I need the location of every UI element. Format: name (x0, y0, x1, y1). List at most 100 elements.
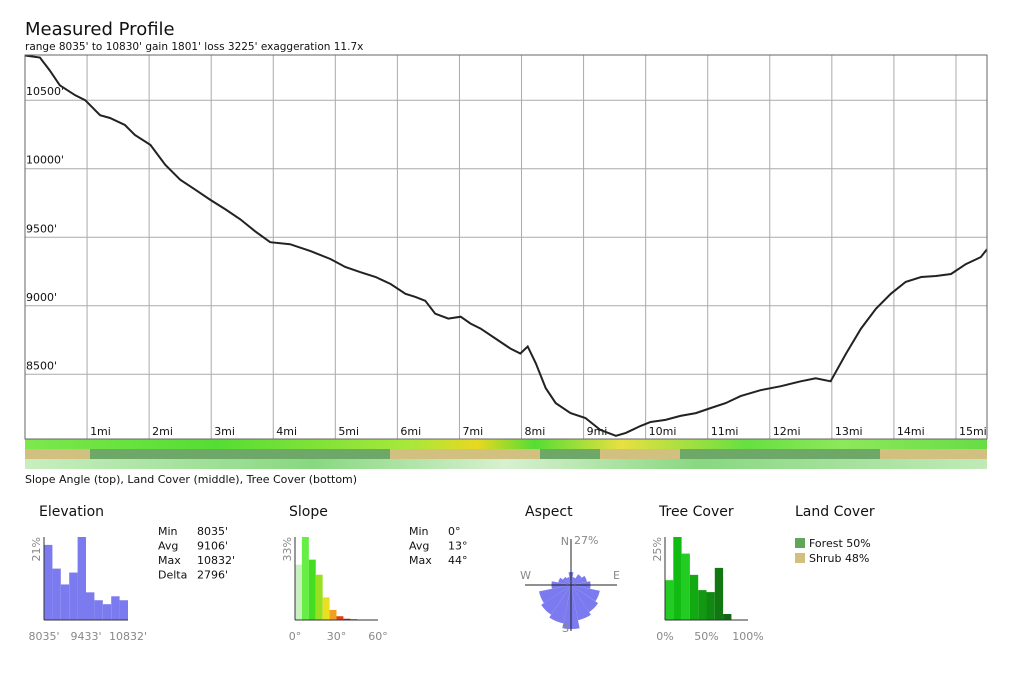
section-title: Elevation (39, 504, 104, 520)
x-tick-label: 14mi (897, 425, 925, 438)
x-tick-label: 7mi (462, 425, 483, 438)
bar (77, 537, 86, 620)
y-tick-label: 10500' (26, 85, 64, 98)
aspect-sector (539, 585, 571, 604)
x-tick-label: 10832' (109, 630, 147, 643)
bar (322, 597, 330, 620)
section-title: Land Cover (795, 504, 875, 520)
section-title: Slope (289, 504, 328, 520)
bar (723, 614, 732, 620)
y-tick-label: 33% (281, 537, 294, 561)
x-tick-label: 13mi (835, 425, 863, 438)
aspect-sector (571, 585, 591, 621)
radius-label: 27% (574, 534, 598, 547)
x-tick-label: 1mi (90, 425, 111, 438)
bar (689, 574, 699, 620)
x-tick-label: 3mi (214, 425, 235, 438)
bar (119, 600, 128, 620)
stat-value: 0° (448, 525, 461, 538)
legend-name: Forest (809, 537, 843, 550)
y-tick-label: 10000' (26, 154, 64, 167)
x-tick-label: 0° (289, 630, 302, 643)
strip-caption: Slope Angle (top), Land Cover (middle), … (25, 473, 357, 486)
stat-value: 9106' (197, 540, 228, 553)
stat-label: Max (409, 554, 432, 567)
x-tick-label: 8035' (28, 630, 59, 643)
y-tick-label: 9000' (26, 291, 57, 304)
bar (673, 537, 682, 620)
land-forest (540, 449, 600, 459)
y-tick-label: 9500' (26, 222, 57, 235)
bar (308, 559, 316, 620)
x-tick-label: 12mi (773, 425, 801, 438)
land-forest (680, 449, 880, 459)
bar (52, 568, 61, 620)
legend-swatch (795, 553, 805, 563)
stat-value: 8035' (197, 525, 228, 538)
stat-label: Avg (158, 540, 178, 553)
title: Measured Profile (25, 19, 175, 40)
bar (315, 574, 323, 620)
bar (714, 567, 724, 620)
section-title: Aspect (525, 504, 573, 520)
bar (102, 604, 112, 620)
bar (301, 537, 309, 620)
profile-plot: 1mi 2mi 3mi 4mi 5mi 6mi 7mi 8mi 9mi 10mi 11mi 12mi 1… (25, 55, 987, 439)
tree-strip (25, 459, 987, 469)
aspect-sector (558, 577, 571, 585)
bar (706, 592, 715, 620)
x-tick-label: 30° (327, 630, 347, 643)
y-tick-label: 25% (651, 537, 664, 561)
bar (343, 618, 351, 620)
stat-value: 44° (448, 554, 468, 567)
direction-label: E (613, 569, 620, 582)
bar (111, 596, 120, 620)
x-tick-label: 11mi (711, 425, 739, 438)
land-forest (90, 449, 390, 459)
x-tick-label: 4mi (276, 425, 297, 438)
elevation-line (25, 55, 987, 437)
x-tick-label: 8mi (525, 425, 546, 438)
legend-label: Forest 50% (809, 537, 871, 550)
aspect-sector (571, 574, 582, 585)
aspect-sector (571, 585, 599, 613)
aspect-sector (541, 585, 571, 615)
bar (336, 616, 344, 620)
bar (681, 553, 690, 620)
bar (85, 592, 95, 620)
x-tick-label: 0% (656, 630, 673, 643)
bar (60, 584, 70, 620)
land-strip (25, 449, 987, 459)
bar (69, 572, 78, 620)
bar (44, 544, 53, 620)
stat-label: Delta (158, 569, 187, 582)
bar (329, 609, 337, 620)
stat-label: Min (158, 525, 178, 538)
legend-swatch (795, 538, 805, 548)
terrain-strip (25, 439, 987, 469)
stat-label: Max (158, 554, 181, 567)
direction-label: N (561, 535, 569, 548)
x-tick-label: 9433' (70, 630, 101, 643)
x-tick-label: 15mi (959, 425, 987, 438)
aspect-sector (549, 585, 571, 624)
bar (665, 580, 674, 620)
legend-label: Shrub 48% (809, 552, 869, 565)
direction-label: S (562, 622, 569, 635)
direction-label: W (520, 569, 531, 582)
stat-value: 10832' (197, 554, 235, 567)
x-tick-label: 50% (694, 630, 718, 643)
stat-value: 13° (448, 540, 468, 553)
y-tick-label: 21% (30, 537, 43, 561)
x-tick-label: 60° (368, 630, 388, 643)
bar (94, 600, 103, 620)
aspect-sector (566, 577, 571, 585)
aspect-sector (571, 575, 587, 585)
aspect-sector (562, 576, 571, 585)
legend-value: 48% (845, 552, 869, 565)
stat-value: 2796' (197, 569, 228, 582)
section-title: Tree Cover (658, 504, 734, 520)
slope-strip (25, 439, 987, 449)
x-tick-label: 100% (732, 630, 763, 643)
